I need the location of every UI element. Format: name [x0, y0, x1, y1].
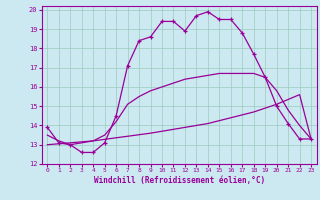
X-axis label: Windchill (Refroidissement éolien,°C): Windchill (Refroidissement éolien,°C) [94, 176, 265, 185]
